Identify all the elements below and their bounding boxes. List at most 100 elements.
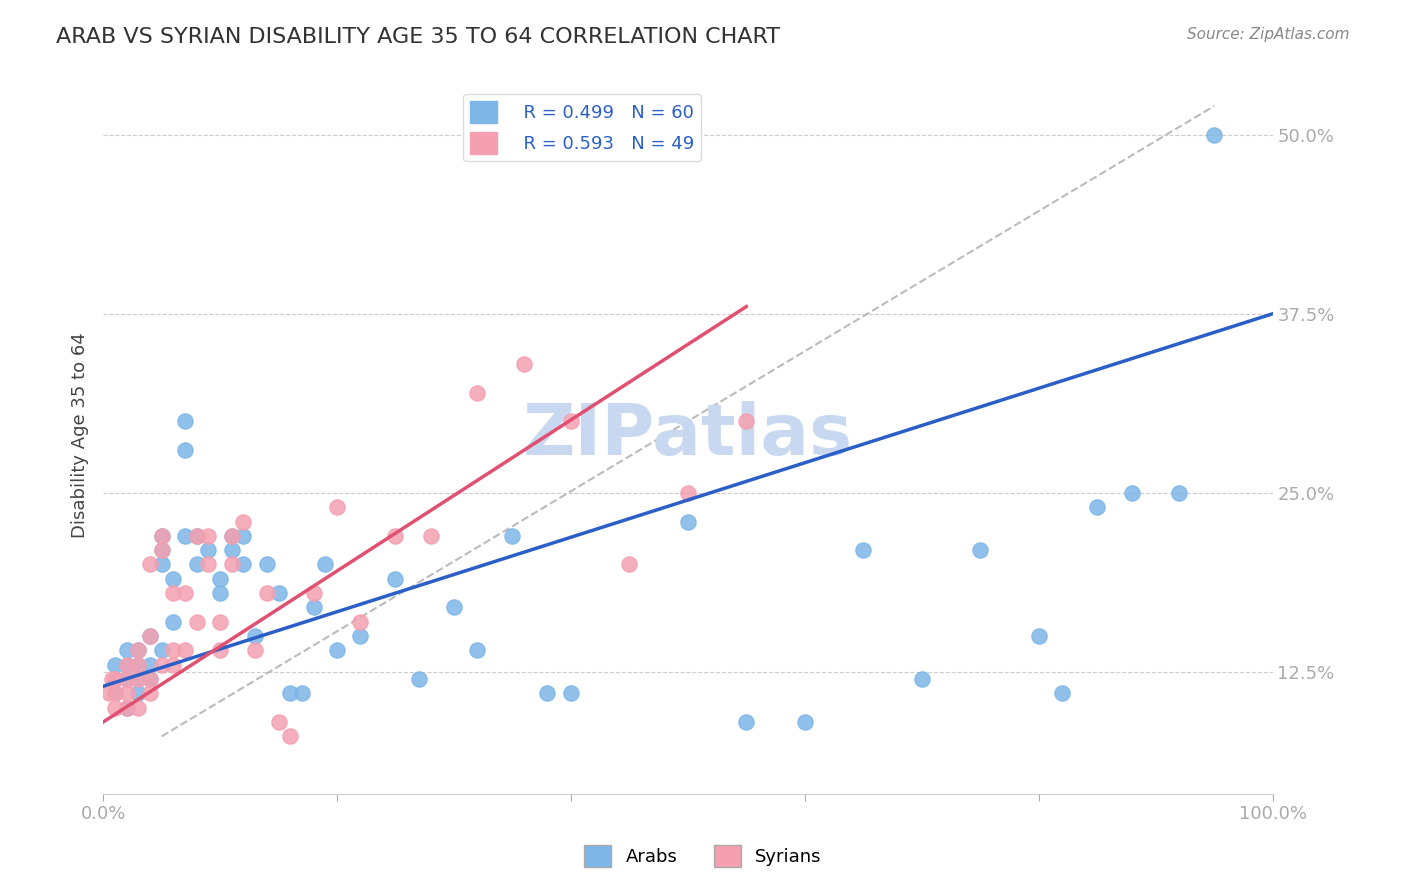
Point [1085,500,1108,515]
Point [115,657,138,672]
Point [127,686,149,700]
Point [465,385,488,400]
Point [150,643,173,657]
Point [115,700,138,714]
Point [232,529,254,543]
Point [115,686,138,700]
Point [735,714,758,729]
Point [256,586,278,600]
Point [852,543,875,558]
Point [115,672,138,686]
Point [104,672,127,686]
Point [127,643,149,657]
Point [162,572,184,586]
Point [209,586,232,600]
Point [676,486,699,500]
Point [174,414,197,428]
Point [115,643,138,657]
Point [197,529,219,543]
Point [139,672,162,686]
Point [150,529,173,543]
Point [104,657,127,672]
Point [267,714,290,729]
Point [349,629,371,643]
Point [127,700,149,714]
Point [150,558,173,572]
Point [243,643,266,657]
Point [793,714,815,729]
Point [209,572,232,586]
Point [150,543,173,558]
Point [115,700,138,714]
Point [186,615,208,629]
Point [278,686,301,700]
Point [969,543,991,558]
Point [104,672,127,686]
Point [127,657,149,672]
Point [209,643,232,657]
Point [186,529,208,543]
Point [162,586,184,600]
Point [197,543,219,558]
Point [232,558,254,572]
Point [197,558,219,572]
Point [139,686,162,700]
Point [221,529,243,543]
Point [104,700,127,714]
Point [174,586,197,600]
Point [1121,486,1143,500]
Point [560,414,582,428]
Point [326,500,349,515]
Point [127,643,149,657]
Point [101,672,124,686]
Point [1050,686,1073,700]
Point [1202,128,1225,142]
Point [443,600,465,615]
Point [501,529,523,543]
Point [291,686,314,700]
Point [174,529,197,543]
Point [162,643,184,657]
Point [209,615,232,629]
Point [115,672,138,686]
Point [302,600,325,615]
Point [419,529,441,543]
Point [1168,486,1191,500]
Point [162,615,184,629]
Point [174,442,197,457]
Point [408,672,430,686]
Point [267,586,290,600]
Text: ZIPatlas: ZIPatlas [523,401,853,470]
Point [104,686,127,700]
Point [513,357,536,371]
Point [139,657,162,672]
Point [465,643,488,657]
Legend: Arabs, Syrians: Arabs, Syrians [576,838,830,874]
Point [278,730,301,744]
Point [256,558,278,572]
Point [139,672,162,686]
Point [150,529,173,543]
Text: ARAB VS SYRIAN DISABILITY AGE 35 TO 64 CORRELATION CHART: ARAB VS SYRIAN DISABILITY AGE 35 TO 64 C… [56,27,780,46]
Point [232,515,254,529]
Point [536,686,558,700]
Point [221,529,243,543]
Point [221,558,243,572]
Point [139,558,162,572]
Point [243,629,266,643]
Point [162,657,184,672]
Point [139,629,162,643]
Point [127,672,149,686]
Point [735,414,758,428]
Y-axis label: Disability Age 35 to 64: Disability Age 35 to 64 [72,333,89,539]
Point [186,529,208,543]
Point [115,657,138,672]
Point [676,515,699,529]
Point [150,657,173,672]
Point [314,558,336,572]
Point [174,643,197,657]
Point [302,586,325,600]
Point [221,543,243,558]
Point [384,572,406,586]
Text: Source: ZipAtlas.com: Source: ZipAtlas.com [1187,27,1350,42]
